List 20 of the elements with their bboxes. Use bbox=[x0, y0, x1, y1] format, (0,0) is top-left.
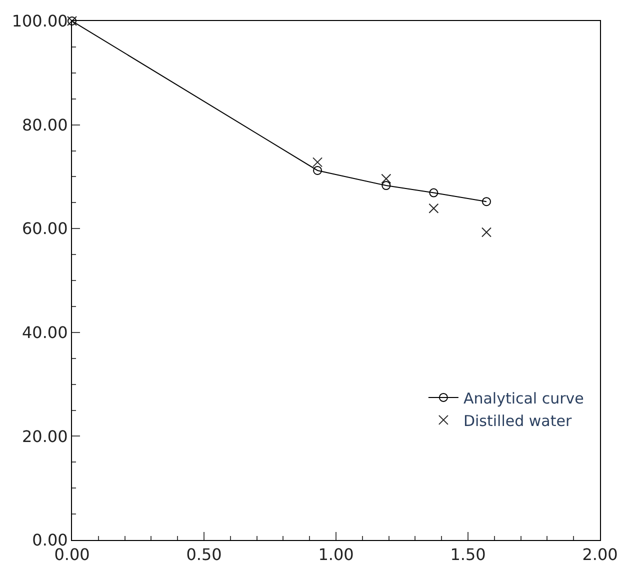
point bbox=[312, 157, 323, 168]
legend-label: Distilled water bbox=[463, 412, 572, 430]
x-tick-label: 1.00 bbox=[318, 545, 354, 564]
y-tick-label: 20.00 bbox=[22, 426, 68, 446]
y-tick-label: 40.00 bbox=[22, 323, 68, 342]
legend-label: Analytical curve bbox=[463, 389, 584, 408]
point bbox=[482, 197, 491, 206]
y-tick-label: 60.00 bbox=[22, 219, 68, 238]
point bbox=[429, 188, 438, 198]
point bbox=[481, 227, 492, 238]
x-tick-label: 0.00 bbox=[54, 545, 90, 564]
point bbox=[382, 181, 391, 190]
y-tick-label: 100.00 bbox=[12, 12, 68, 31]
point bbox=[428, 203, 439, 214]
point bbox=[381, 174, 392, 184]
x-tick-label: 2.00 bbox=[582, 545, 618, 564]
y-tick-label: 80.00 bbox=[22, 115, 68, 134]
point bbox=[313, 166, 322, 175]
x-tick-label: 0.50 bbox=[186, 545, 222, 564]
x-tick-label: 1.50 bbox=[450, 545, 486, 564]
